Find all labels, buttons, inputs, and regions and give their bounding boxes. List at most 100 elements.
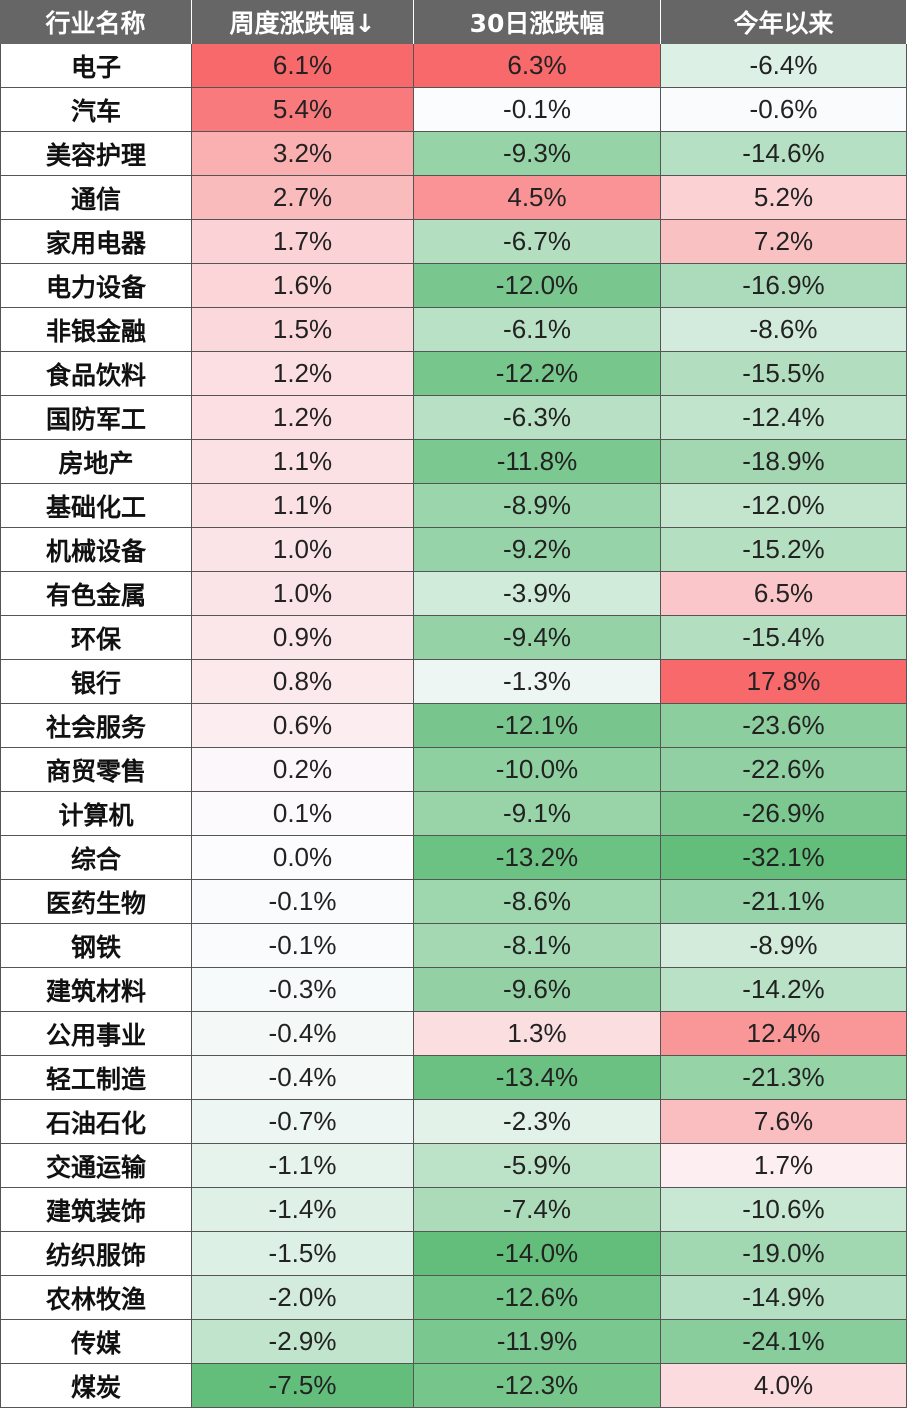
industry-name-cell: 医药生物 <box>0 880 192 924</box>
30d-change-cell: -11.9% <box>414 1320 661 1364</box>
weekly-change-cell: 1.6% <box>192 264 414 308</box>
30d-change-cell: -13.2% <box>414 836 661 880</box>
ytd-change-cell: 6.5% <box>661 572 907 616</box>
header-ytd-change[interactable]: 今年以来 <box>661 0 907 44</box>
weekly-change-cell: 0.1% <box>192 792 414 836</box>
weekly-change-cell: -2.0% <box>192 1276 414 1320</box>
industry-name-cell: 钢铁 <box>0 924 192 968</box>
industry-name-cell: 综合 <box>0 836 192 880</box>
ytd-change-cell: -26.9% <box>661 792 907 836</box>
ytd-change-cell: -21.1% <box>661 880 907 924</box>
30d-change-cell: -10.0% <box>414 748 661 792</box>
header-weekly-change[interactable]: 周度涨跌幅↓ <box>192 0 414 44</box>
30d-change-cell: -12.0% <box>414 264 661 308</box>
30d-change-cell: -12.3% <box>414 1364 661 1408</box>
30d-change-cell: -8.6% <box>414 880 661 924</box>
ytd-change-cell: -23.6% <box>661 704 907 748</box>
ytd-change-cell: -8.9% <box>661 924 907 968</box>
header-industry-name[interactable]: 行业名称 <box>0 0 192 44</box>
industry-name-cell: 银行 <box>0 660 192 704</box>
30d-change-cell: -7.4% <box>414 1188 661 1232</box>
30d-change-cell: -8.9% <box>414 484 661 528</box>
30d-change-cell: 4.5% <box>414 176 661 220</box>
industry-name-cell: 传媒 <box>0 1320 192 1364</box>
ytd-change-cell: -16.9% <box>661 264 907 308</box>
30d-change-cell: -9.1% <box>414 792 661 836</box>
ytd-change-cell: 7.2% <box>661 220 907 264</box>
30d-change-cell: -2.3% <box>414 1100 661 1144</box>
30d-change-cell: -13.4% <box>414 1056 661 1100</box>
industry-name-cell: 煤炭 <box>0 1364 192 1408</box>
industry-name-cell: 交通运输 <box>0 1144 192 1188</box>
weekly-change-cell: 0.6% <box>192 704 414 748</box>
industry-name-cell: 建筑装饰 <box>0 1188 192 1232</box>
30d-change-cell: -12.6% <box>414 1276 661 1320</box>
30d-change-cell: -8.1% <box>414 924 661 968</box>
30d-change-cell: -14.0% <box>414 1232 661 1276</box>
weekly-change-cell: 5.4% <box>192 88 414 132</box>
industry-name-cell: 公用事业 <box>0 1012 192 1056</box>
ytd-change-cell: -14.9% <box>661 1276 907 1320</box>
weekly-change-cell: 0.0% <box>192 836 414 880</box>
ytd-change-cell: -32.1% <box>661 836 907 880</box>
industry-name-cell: 美容护理 <box>0 132 192 176</box>
weekly-change-cell: 0.8% <box>192 660 414 704</box>
30d-change-cell: -12.1% <box>414 704 661 748</box>
industry-name-cell: 基础化工 <box>0 484 192 528</box>
industry-name-cell: 机械设备 <box>0 528 192 572</box>
weekly-change-cell: 1.1% <box>192 440 414 484</box>
industry-name-cell: 电子 <box>0 44 192 88</box>
industry-name-cell: 通信 <box>0 176 192 220</box>
ytd-change-cell: -12.4% <box>661 396 907 440</box>
industry-name-cell: 轻工制造 <box>0 1056 192 1100</box>
weekly-change-cell: -0.1% <box>192 924 414 968</box>
weekly-change-cell: -7.5% <box>192 1364 414 1408</box>
30d-change-cell: -3.9% <box>414 572 661 616</box>
ytd-change-cell: -14.2% <box>661 968 907 1012</box>
weekly-change-cell: 1.2% <box>192 396 414 440</box>
30d-change-cell: -9.2% <box>414 528 661 572</box>
ytd-change-cell: 4.0% <box>661 1364 907 1408</box>
weekly-change-cell: -0.1% <box>192 880 414 924</box>
30d-change-cell: -11.8% <box>414 440 661 484</box>
weekly-change-cell: 6.1% <box>192 44 414 88</box>
industry-name-cell: 国防军工 <box>0 396 192 440</box>
weekly-change-cell: 1.1% <box>192 484 414 528</box>
weekly-change-cell: 1.7% <box>192 220 414 264</box>
weekly-change-cell: 1.0% <box>192 572 414 616</box>
ytd-change-cell: -19.0% <box>661 1232 907 1276</box>
weekly-change-cell: 0.2% <box>192 748 414 792</box>
ytd-change-cell: 7.6% <box>661 1100 907 1144</box>
industry-name-cell: 石油石化 <box>0 1100 192 1144</box>
weekly-change-cell: -1.4% <box>192 1188 414 1232</box>
30d-change-cell: -1.3% <box>414 660 661 704</box>
30d-change-cell: -6.7% <box>414 220 661 264</box>
ytd-change-cell: 12.4% <box>661 1012 907 1056</box>
30d-change-cell: -5.9% <box>414 1144 661 1188</box>
ytd-change-cell: -6.4% <box>661 44 907 88</box>
ytd-change-cell: -8.6% <box>661 308 907 352</box>
weekly-change-cell: -0.7% <box>192 1100 414 1144</box>
ytd-change-cell: -21.3% <box>661 1056 907 1100</box>
ytd-change-cell: -0.6% <box>661 88 907 132</box>
industry-name-cell: 家用电器 <box>0 220 192 264</box>
weekly-change-cell: -1.5% <box>192 1232 414 1276</box>
ytd-change-cell: -10.6% <box>661 1188 907 1232</box>
weekly-change-cell: 2.7% <box>192 176 414 220</box>
ytd-change-cell: -15.5% <box>661 352 907 396</box>
industry-name-cell: 房地产 <box>0 440 192 484</box>
weekly-change-cell: -2.9% <box>192 1320 414 1364</box>
30d-change-cell: -6.1% <box>414 308 661 352</box>
30d-change-cell: -9.4% <box>414 616 661 660</box>
industry-name-cell: 食品饮料 <box>0 352 192 396</box>
ytd-change-cell: -15.2% <box>661 528 907 572</box>
30d-change-cell: -0.1% <box>414 88 661 132</box>
weekly-change-cell: 1.2% <box>192 352 414 396</box>
30d-change-cell: 6.3% <box>414 44 661 88</box>
industry-name-cell: 农林牧渔 <box>0 1276 192 1320</box>
industry-name-cell: 计算机 <box>0 792 192 836</box>
industry-name-cell: 社会服务 <box>0 704 192 748</box>
30d-change-cell: -9.6% <box>414 968 661 1012</box>
header-30d-change[interactable]: 30日涨跌幅 <box>414 0 661 44</box>
weekly-change-cell: -0.4% <box>192 1012 414 1056</box>
